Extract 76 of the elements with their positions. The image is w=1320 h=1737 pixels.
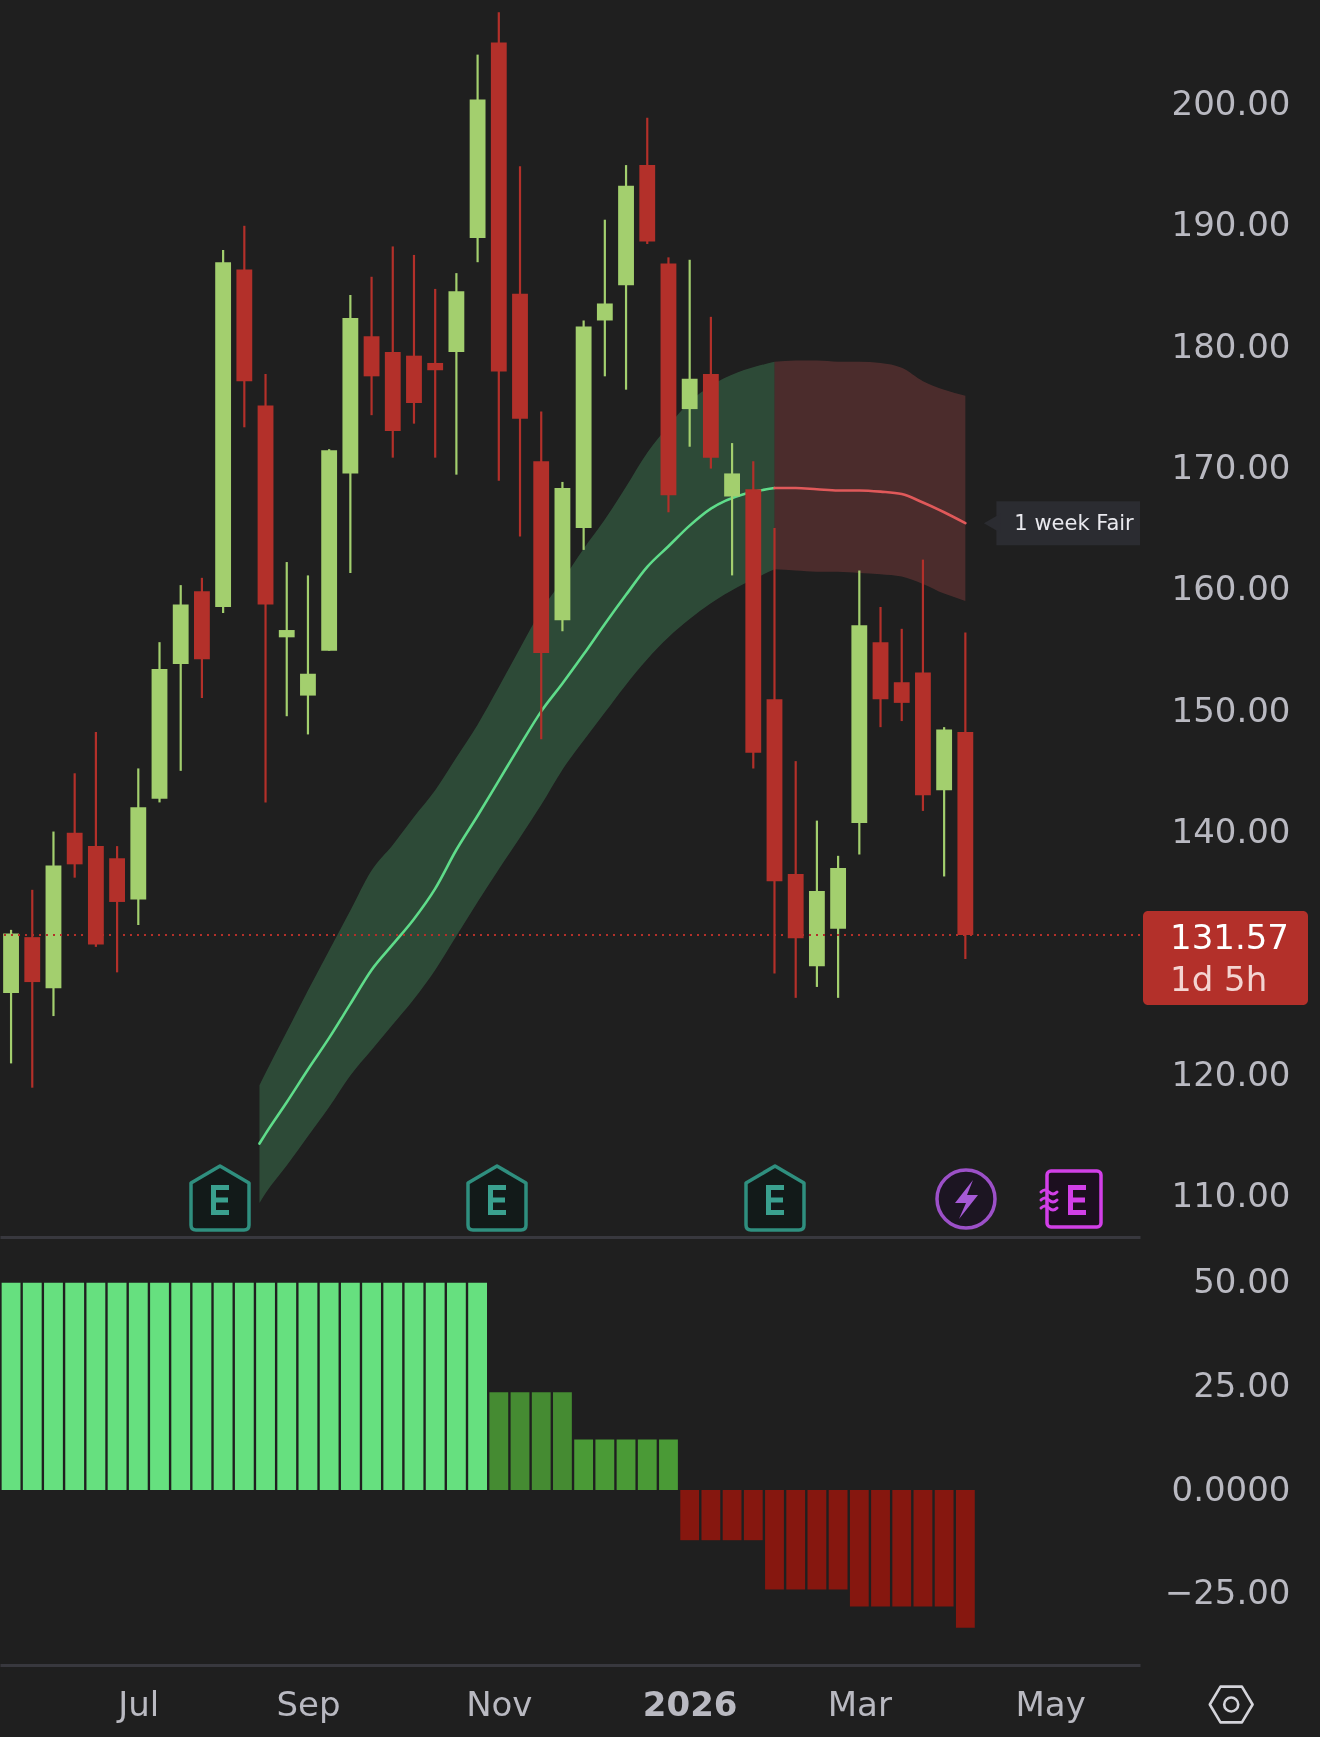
bar <box>574 1439 594 1491</box>
y-tick-label: 0.0000 <box>1171 1468 1291 1509</box>
bar <box>192 1282 212 1491</box>
bar <box>425 1282 445 1491</box>
bar <box>171 1282 191 1491</box>
y-tick-label: 180.00 <box>1171 325 1291 366</box>
candlestick <box>596 218 613 378</box>
bar <box>743 1490 763 1541</box>
bar <box>828 1490 848 1590</box>
bar <box>849 1490 869 1607</box>
bar <box>44 1282 63 1491</box>
bar <box>86 1282 106 1491</box>
bar <box>659 1439 678 1491</box>
y-tick-label: 120.00 <box>1171 1054 1291 1095</box>
bar <box>128 1282 148 1491</box>
x-tick-label: May <box>1015 1683 1086 1724</box>
y-tick-label: 160.00 <box>1171 568 1291 609</box>
bar <box>955 1490 975 1628</box>
y-tick-label: 50.00 <box>1193 1261 1291 1302</box>
y-tick-label: 110.00 <box>1171 1175 1291 1216</box>
bar <box>362 1282 381 1491</box>
y-tick-label: 25.00 <box>1193 1364 1291 1405</box>
bar <box>637 1439 657 1491</box>
y-tick-label: 150.00 <box>1171 689 1291 730</box>
line-series <box>773 486 967 525</box>
x-tick-label: 2026 <box>642 1683 738 1724</box>
line-series <box>258 486 776 1145</box>
bar <box>595 1439 615 1491</box>
y-tick-label: 190.00 <box>1171 204 1291 245</box>
x-tick-label: Nov <box>466 1683 533 1724</box>
bar <box>340 1282 360 1491</box>
candlestick <box>724 441 740 577</box>
bar <box>468 1282 488 1491</box>
text: 1d 5h <box>1170 959 1268 1000</box>
bar <box>722 1490 742 1541</box>
y-tick-label: 140.00 <box>1171 811 1291 852</box>
bar <box>553 1392 572 1491</box>
annotation: 1 week Fair <box>1014 511 1135 536</box>
candlestick <box>427 287 444 459</box>
bar <box>383 1282 403 1491</box>
bar <box>510 1392 530 1491</box>
bar <box>404 1282 424 1491</box>
x-tick-label: Sep <box>276 1683 341 1724</box>
bar <box>65 1282 85 1491</box>
bar <box>892 1490 912 1607</box>
bar <box>22 1282 42 1491</box>
bar <box>107 1282 127 1491</box>
candlestick <box>893 627 910 723</box>
y-tick-label: 170.00 <box>1171 447 1291 488</box>
bar <box>319 1282 339 1491</box>
y-tick-label: −25.00 <box>1164 1572 1291 1613</box>
bar <box>150 1282 169 1491</box>
bar <box>680 1490 700 1541</box>
bar <box>765 1490 784 1590</box>
bar <box>489 1392 509 1491</box>
bar <box>934 1490 954 1607</box>
bar <box>701 1490 721 1541</box>
bar <box>446 1282 466 1491</box>
bar <box>786 1490 806 1590</box>
bar <box>1 1282 21 1491</box>
bar <box>277 1282 297 1491</box>
bar <box>913 1490 933 1607</box>
x-tick-label: Jul <box>116 1683 160 1724</box>
candlestick <box>300 574 316 736</box>
bar <box>807 1490 827 1590</box>
bar <box>298 1282 318 1491</box>
bar <box>256 1282 275 1491</box>
ref-line-label: 131.57 <box>1170 917 1289 958</box>
bar <box>213 1282 233 1491</box>
bar <box>531 1392 551 1491</box>
bar <box>616 1439 636 1491</box>
candlestick <box>278 560 295 718</box>
y-tick-label: 200.00 <box>1171 82 1291 123</box>
bar <box>871 1490 890 1607</box>
x-tick-label: Mar <box>827 1683 892 1724</box>
bar <box>234 1282 254 1491</box>
